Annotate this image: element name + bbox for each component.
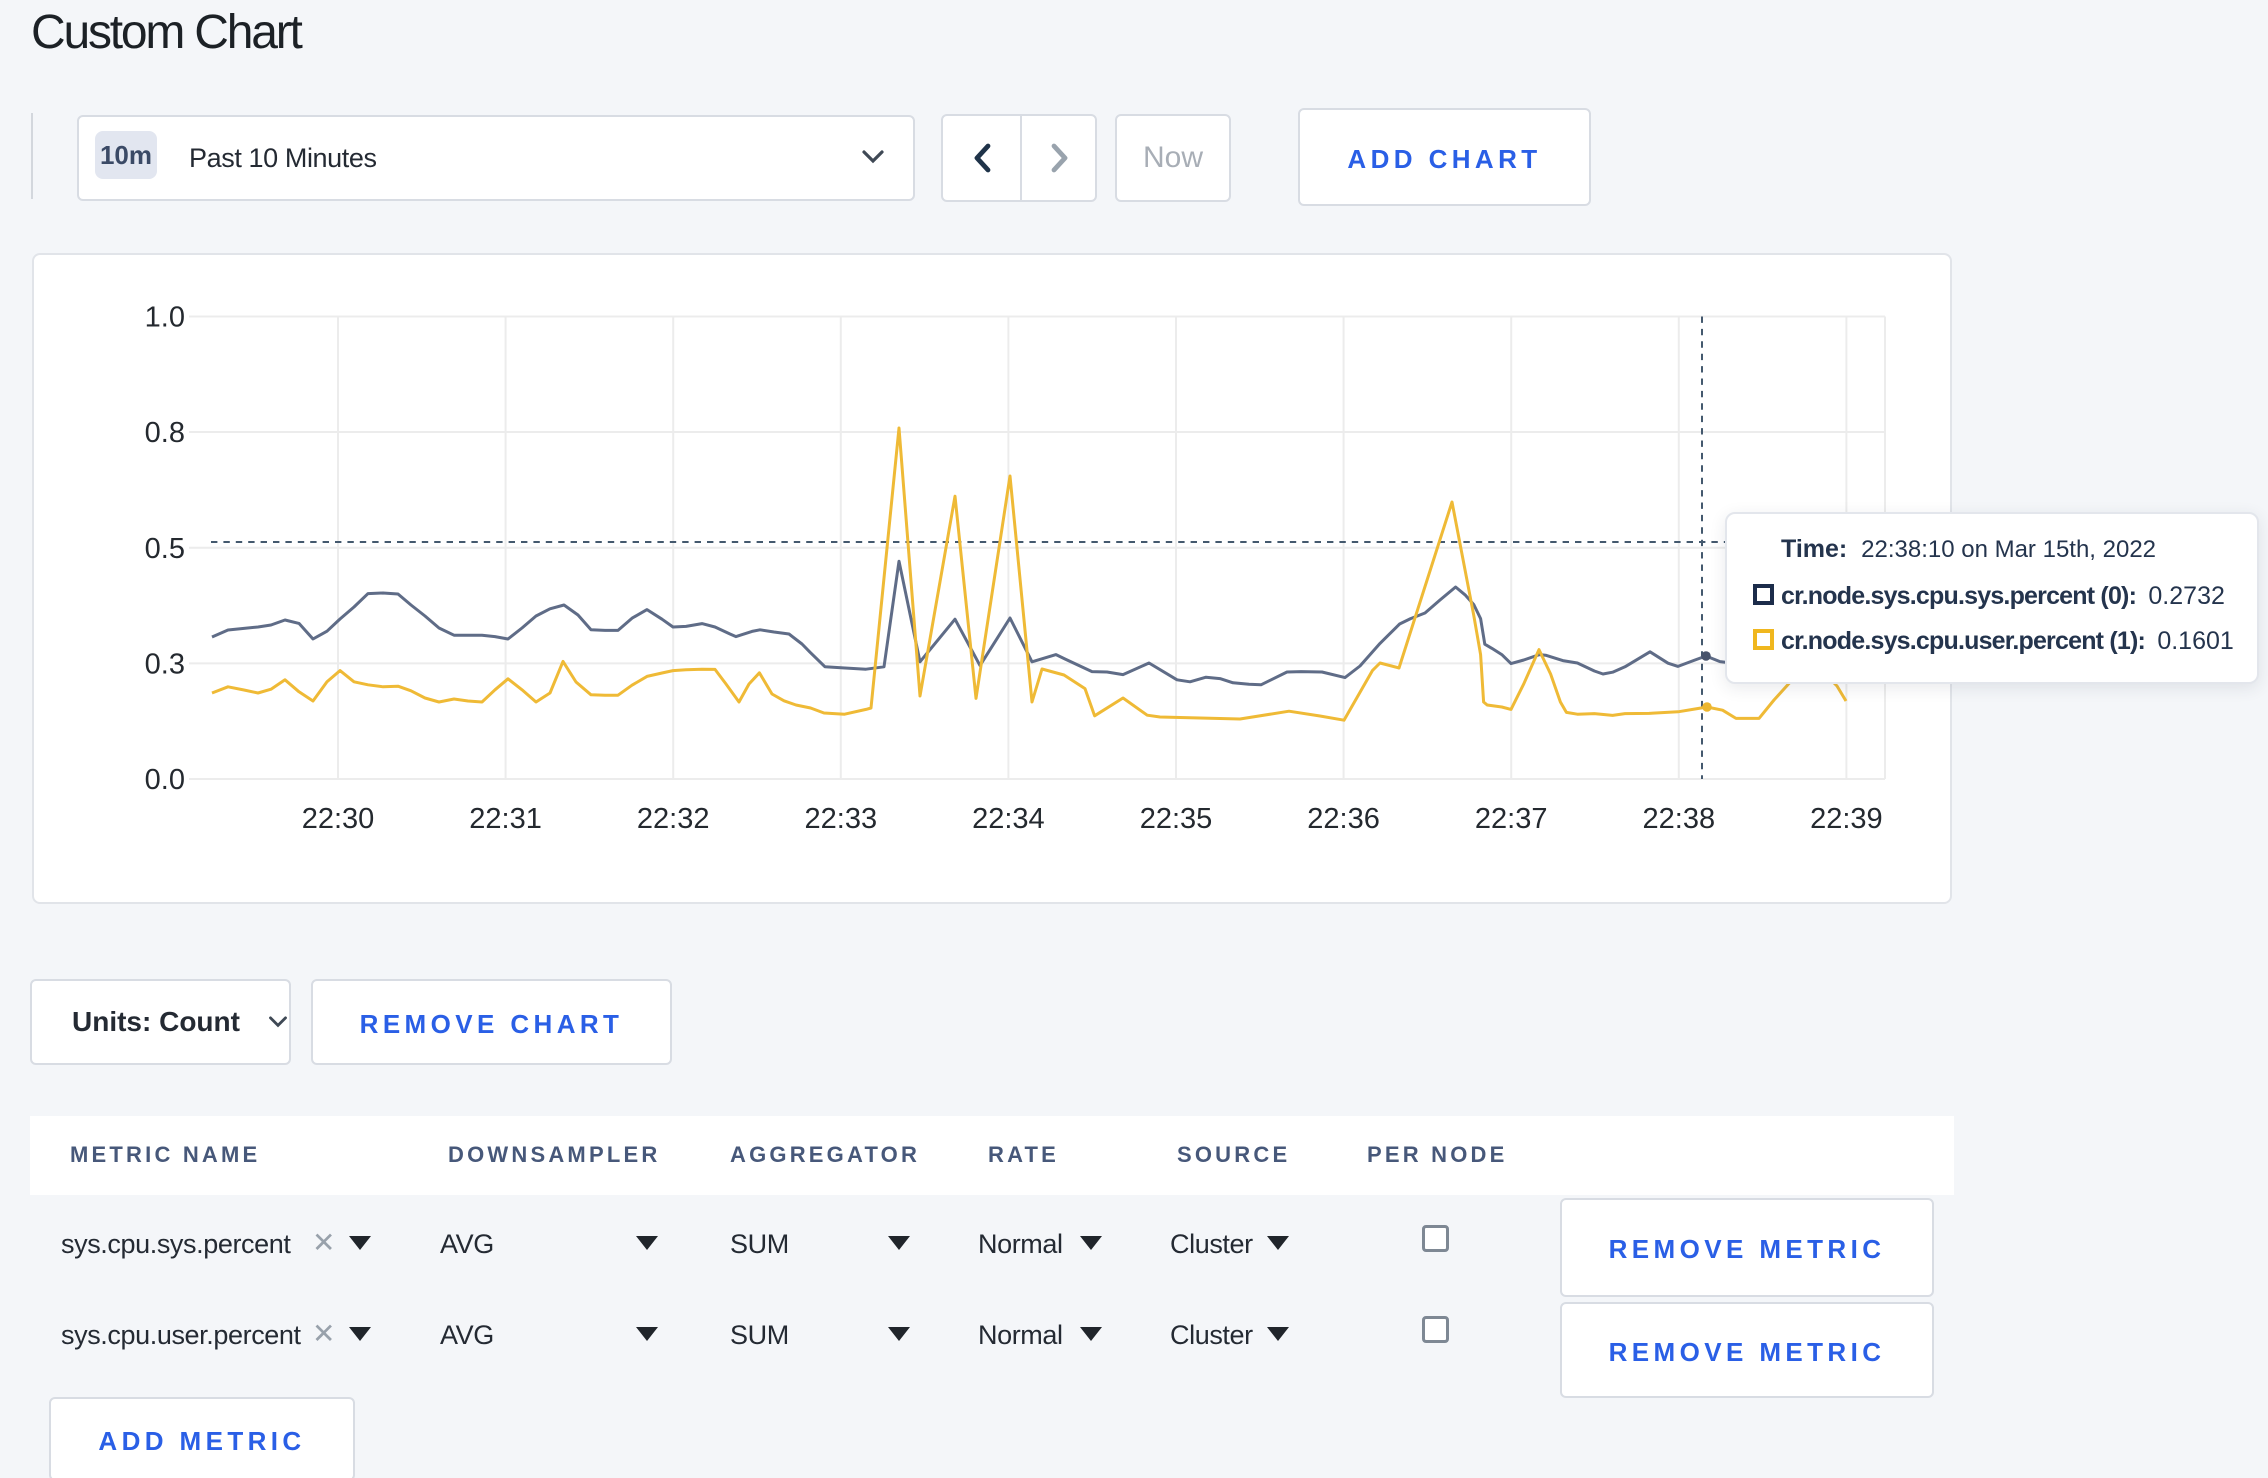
svg-text:22:30: 22:30 xyxy=(302,803,375,835)
svg-text:0.5: 0.5 xyxy=(145,533,185,565)
svg-text:22:31: 22:31 xyxy=(469,803,542,835)
svg-text:22:33: 22:33 xyxy=(805,803,878,835)
svg-text:22:32: 22:32 xyxy=(637,803,710,835)
svg-text:22:37: 22:37 xyxy=(1475,803,1548,835)
svg-text:22:39: 22:39 xyxy=(1810,803,1883,835)
svg-text:22:36: 22:36 xyxy=(1307,803,1380,835)
svg-text:1.0: 1.0 xyxy=(145,302,185,334)
svg-text:0.0: 0.0 xyxy=(145,764,185,796)
svg-text:22:34: 22:34 xyxy=(972,803,1045,835)
svg-text:0.8: 0.8 xyxy=(145,417,185,449)
svg-text:0.3: 0.3 xyxy=(145,648,185,680)
svg-text:22:35: 22:35 xyxy=(1140,803,1213,835)
svg-text:22:38: 22:38 xyxy=(1643,803,1716,835)
